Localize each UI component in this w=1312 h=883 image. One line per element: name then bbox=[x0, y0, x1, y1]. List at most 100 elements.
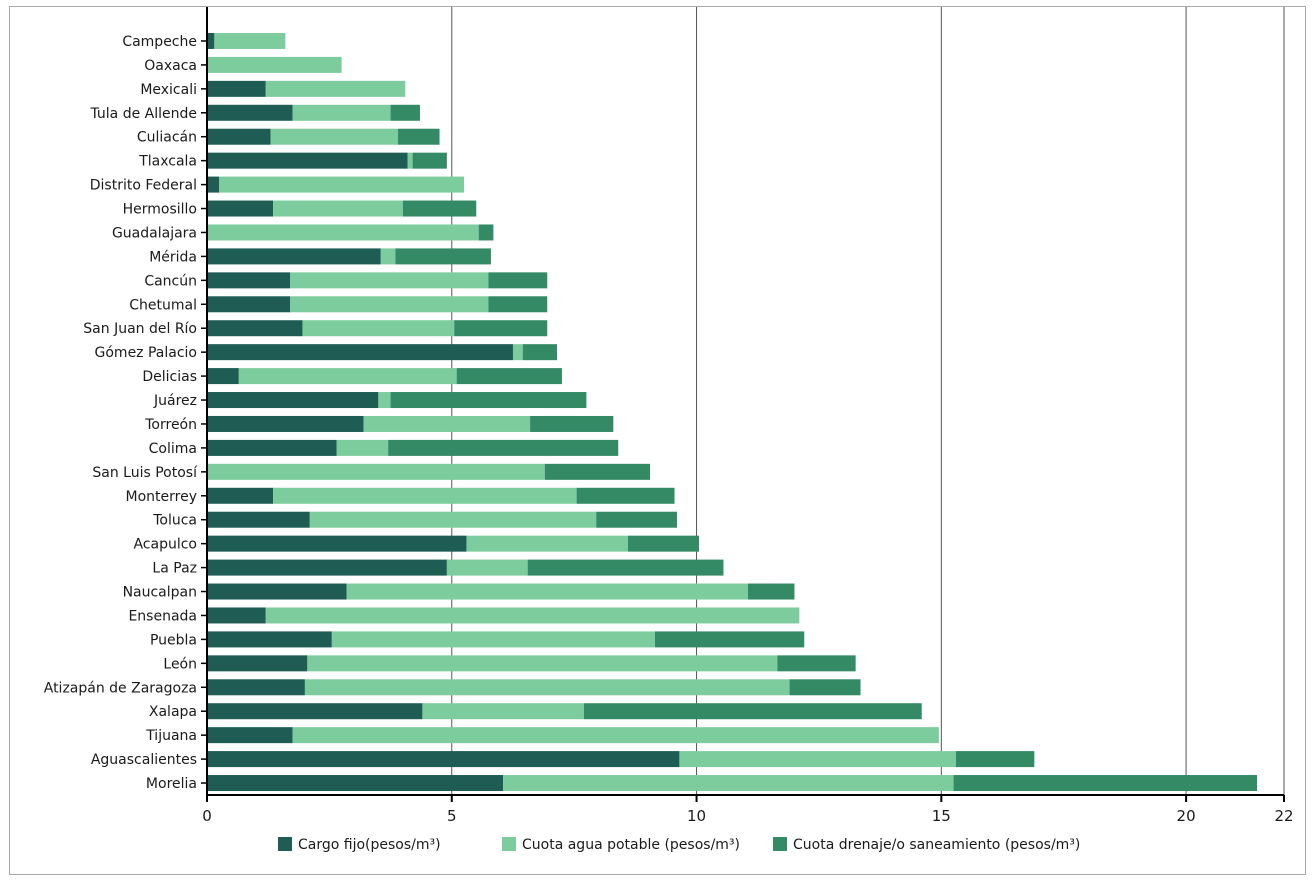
legend-label-2: Cuota drenaje/o saneamiento (pesos/m³) bbox=[793, 837, 1080, 853]
bars bbox=[207, 32, 1258, 792]
bar-segment-26-0 bbox=[207, 655, 308, 672]
bar-segment-20-2 bbox=[596, 511, 677, 528]
legend-swatch-0 bbox=[278, 837, 292, 851]
bar-segment-8-2 bbox=[478, 224, 494, 241]
category-label-11: Chetumal bbox=[129, 297, 197, 313]
bar-segment-11-2 bbox=[488, 296, 548, 313]
bar-segment-21-1 bbox=[466, 535, 629, 552]
category-label-8: Guadalajara bbox=[112, 225, 197, 241]
category-label-12: San Juan del Río bbox=[83, 321, 197, 337]
bar-segment-16-1 bbox=[363, 415, 531, 432]
category-label-22: La Paz bbox=[152, 561, 197, 577]
bar-segment-9-0 bbox=[207, 248, 381, 265]
bar-segment-27-0 bbox=[207, 679, 305, 696]
category-label-2: Mexicali bbox=[140, 82, 197, 98]
category-label-7: Hermosillo bbox=[123, 202, 197, 218]
category-label-19: Monterrey bbox=[126, 489, 197, 505]
bar-segment-13-2 bbox=[522, 344, 558, 361]
bar-segment-31-2 bbox=[953, 775, 1258, 792]
bar-segment-22-2 bbox=[527, 559, 724, 576]
bar-segment-29-0 bbox=[207, 727, 293, 744]
bar-segment-10-0 bbox=[207, 272, 291, 289]
bar-segment-15-0 bbox=[207, 392, 379, 409]
category-label-23: Naucalpan bbox=[123, 585, 197, 601]
bar-segment-30-1 bbox=[679, 751, 957, 768]
bar-segment-29-1 bbox=[292, 727, 939, 744]
category-label-0: Campeche bbox=[122, 34, 197, 50]
bar-segment-9-2 bbox=[395, 248, 491, 265]
bar-segment-14-1 bbox=[238, 368, 457, 385]
bar-segment-25-0 bbox=[207, 631, 332, 648]
category-label-17: Colima bbox=[149, 441, 197, 457]
bar-segment-2-1 bbox=[265, 80, 406, 97]
x-tick-label-1: 5 bbox=[447, 807, 457, 825]
legend-swatch-2 bbox=[773, 837, 787, 851]
bar-segment-23-2 bbox=[747, 583, 795, 600]
bar-segment-4-1 bbox=[270, 128, 398, 145]
category-label-15: Juárez bbox=[153, 393, 197, 409]
bar-segment-17-0 bbox=[207, 439, 337, 456]
bar-segment-13-0 bbox=[207, 344, 513, 361]
bar-segment-10-1 bbox=[290, 272, 489, 289]
x-tick-label-4: 20 bbox=[1177, 807, 1196, 825]
bar-segment-28-2 bbox=[583, 703, 922, 720]
bar-segment-24-0 bbox=[207, 607, 266, 624]
bar-segment-20-1 bbox=[309, 511, 597, 528]
category-label-25: Puebla bbox=[150, 632, 197, 648]
bar-segment-0-0 bbox=[207, 32, 215, 49]
bar-segment-16-2 bbox=[530, 415, 614, 432]
category-label-26: León bbox=[163, 656, 197, 672]
bar-segment-25-1 bbox=[331, 631, 655, 648]
category-label-18: San Luis Potosí bbox=[92, 465, 198, 481]
bar-segment-12-1 bbox=[302, 320, 455, 337]
bar-segment-26-2 bbox=[777, 655, 856, 672]
bar-segment-20-0 bbox=[207, 511, 310, 528]
category-label-14: Delicias bbox=[142, 369, 197, 385]
category-label-28: Xalapa bbox=[149, 704, 197, 720]
bar-segment-4-2 bbox=[397, 128, 440, 145]
bar-segment-11-0 bbox=[207, 296, 291, 313]
category-label-29: Tijuana bbox=[145, 728, 197, 744]
category-label-6: Distrito Federal bbox=[90, 178, 197, 194]
bar-segment-3-1 bbox=[292, 104, 391, 121]
bar-segment-3-0 bbox=[207, 104, 293, 121]
bar-segment-23-1 bbox=[346, 583, 748, 600]
category-label-10: Cancún bbox=[144, 273, 197, 289]
bar-segment-23-0 bbox=[207, 583, 347, 600]
bar-segment-10-2 bbox=[488, 272, 548, 289]
legend: Cargo fijo(pesos/m³) Cuota agua potable (… bbox=[278, 837, 1080, 853]
bar-segment-1-1 bbox=[207, 56, 342, 73]
bar-segment-2-0 bbox=[207, 80, 266, 97]
bar-segment-18-2 bbox=[544, 463, 651, 480]
category-label-21: Acapulco bbox=[133, 537, 197, 553]
bar-segment-5-2 bbox=[412, 152, 447, 169]
category-label-4: Culiacán bbox=[137, 130, 197, 146]
category-label-1: Oaxaca bbox=[144, 58, 197, 74]
bar-segment-9-1 bbox=[380, 248, 396, 265]
bar-segment-16-0 bbox=[207, 415, 364, 432]
legend-swatch-1 bbox=[502, 837, 516, 851]
bar-segment-26-1 bbox=[307, 655, 778, 672]
category-label-24: Ensenada bbox=[128, 608, 197, 624]
bar-segment-15-2 bbox=[390, 392, 587, 409]
bar-segment-31-1 bbox=[503, 775, 954, 792]
x-tick-label-3: 15 bbox=[932, 807, 951, 825]
bar-segment-11-1 bbox=[290, 296, 489, 313]
category-label-13: Gómez Palacio bbox=[95, 345, 197, 361]
category-label-9: Mérida bbox=[149, 249, 197, 265]
category-label-20: Toluca bbox=[152, 513, 197, 529]
legend-label-1: Cuota agua potable (pesos/m³) bbox=[522, 837, 740, 853]
bar-segment-6-1 bbox=[219, 176, 465, 193]
category-labels: Campeche Oaxaca Mexicali Tula de Allende Cul… bbox=[44, 34, 198, 792]
bar-segment-8-1 bbox=[207, 224, 479, 241]
bar-segment-4-0 bbox=[207, 128, 271, 145]
bar-segment-12-2 bbox=[454, 320, 548, 337]
bar-segment-30-2 bbox=[956, 751, 1035, 768]
bar-segment-21-2 bbox=[628, 535, 699, 552]
bar-segment-27-1 bbox=[304, 679, 790, 696]
x-tick-label-0: 0 bbox=[202, 807, 212, 825]
legend-label-0: Cargo fijo(pesos/m³) bbox=[298, 837, 441, 853]
category-label-16: Torreón bbox=[144, 417, 197, 433]
bar-segment-22-0 bbox=[207, 559, 447, 576]
